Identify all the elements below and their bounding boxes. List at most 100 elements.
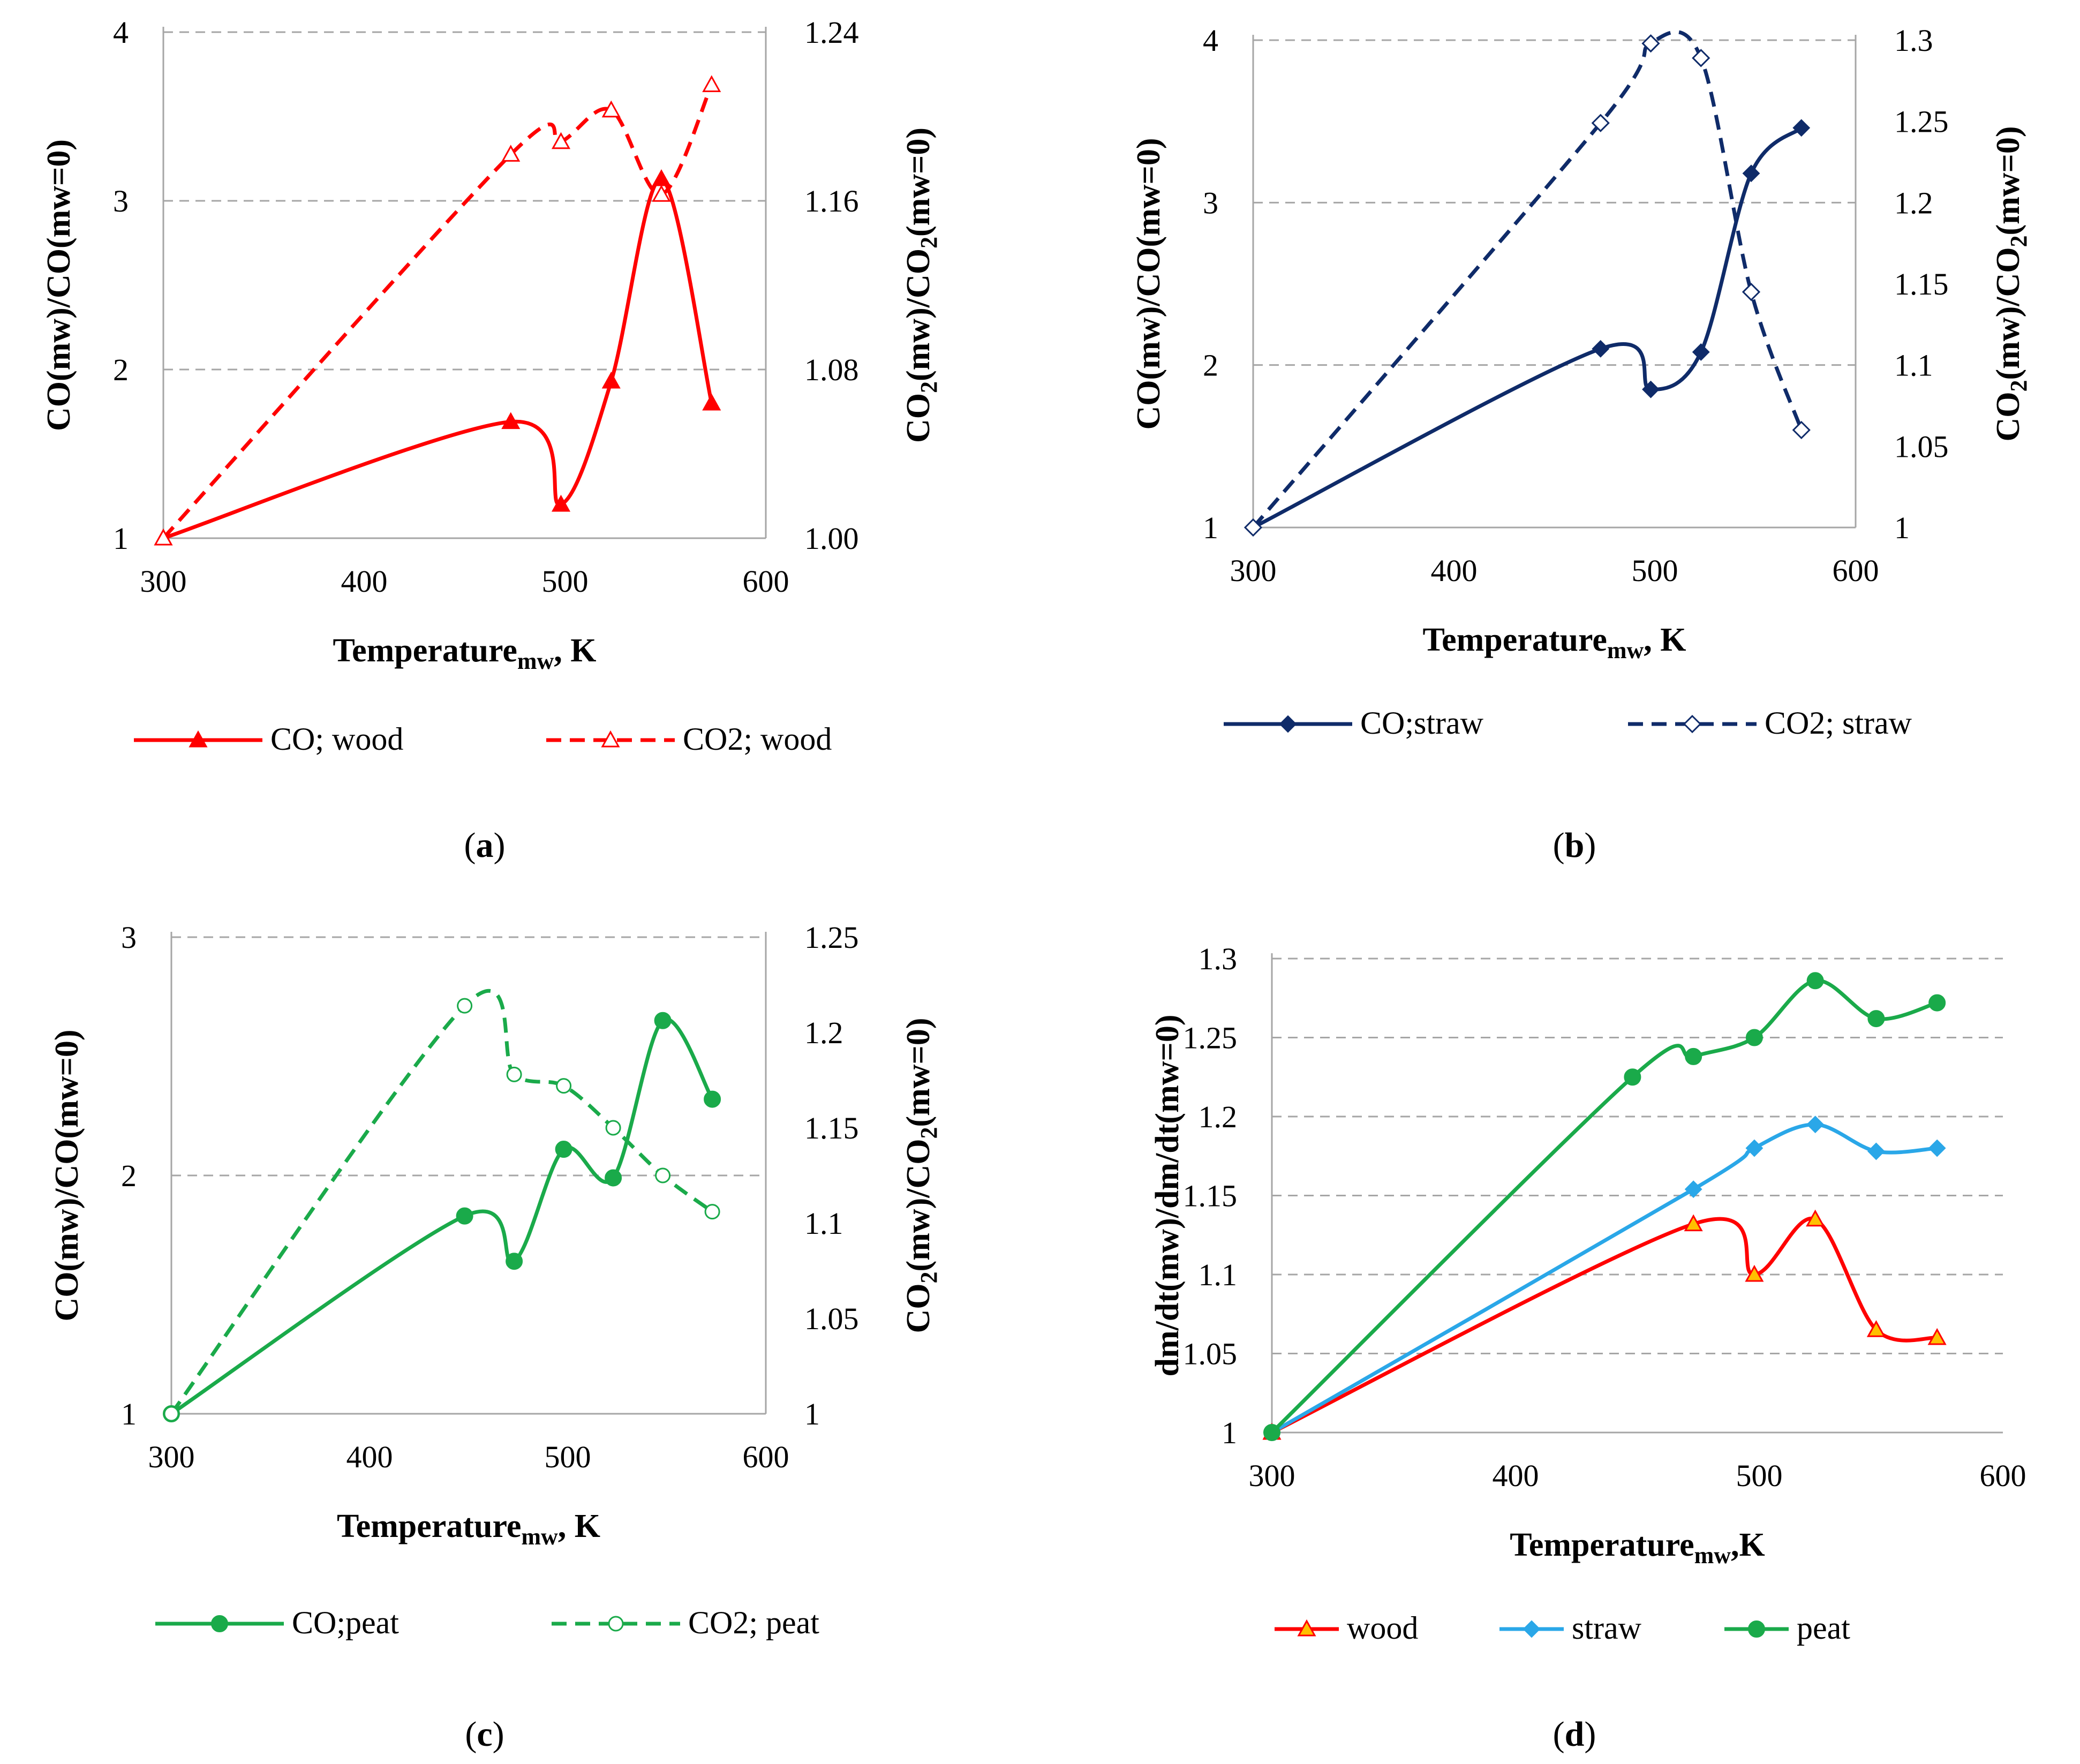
y-left-tick-label: 1 (1203, 510, 1218, 545)
y-left-tick-label: 1.2 (1199, 1099, 1238, 1134)
x-axis-title: Temperaturemw,K (1510, 1527, 1765, 1569)
y-left-axis-title: dm/dt(mw)/dm/dt(mw=0) (1149, 1015, 1186, 1377)
data-point (551, 494, 571, 512)
y-left-tick-label: 1 (1222, 1415, 1237, 1450)
data-point (163, 1406, 179, 1422)
y-right-axis-title: CO2(mw)/CO2(mw=0) (900, 127, 942, 443)
legend-marker (608, 1616, 624, 1632)
data-point (1792, 420, 1811, 440)
x-tick-label: 600 (1980, 1458, 2026, 1493)
y-left-tick-label: 1 (113, 521, 129, 556)
data-point (605, 1120, 621, 1136)
data-point (1742, 283, 1761, 301)
series-line (1252, 30, 1804, 529)
series-line (1252, 126, 1803, 530)
data-point (1928, 1139, 1946, 1157)
y-left-axis-title: CO(mw)/CO(mw=0) (49, 1030, 85, 1322)
x-tick-label: 600 (1833, 553, 1879, 588)
legend-label: CO2; peat (688, 1605, 819, 1640)
data-point (551, 132, 571, 149)
x-tick-label: 300 (148, 1439, 195, 1474)
data-point (704, 1204, 720, 1220)
data-point (702, 393, 721, 411)
data-point (652, 185, 671, 202)
y-left-tick-label: 3 (1203, 185, 1218, 220)
y-left-tick-label: 1.1 (1199, 1257, 1238, 1292)
y-right-tick-label: 1.00 (804, 521, 859, 556)
chart-b: 300 400 500 600 1 2 3 4 1 1.05 1.1 1.15 1.2 1.25 1.3 Te… (1131, 23, 2032, 865)
y-right-tick-label: 1.1 (804, 1206, 843, 1241)
x-tick-label: 500 (1736, 1458, 1783, 1493)
legend-label: CO;peat (292, 1605, 399, 1640)
panel-caption: (a) (464, 826, 506, 865)
x-tick-label: 300 (140, 564, 187, 599)
legend-marker (211, 1615, 228, 1632)
legend-label: CO; wood (270, 721, 403, 757)
y-left-tick-label: 1 (121, 1397, 137, 1431)
x-tick-label: 600 (743, 1439, 789, 1474)
y-left-axis-title: CO(mw)/CO(mw=0) (41, 139, 77, 431)
legend-label: straw (1572, 1610, 1642, 1646)
data-point (1592, 340, 1610, 358)
data-point (655, 1167, 671, 1183)
data-point (1624, 1068, 1641, 1086)
y-left-tick-label: 2 (113, 352, 129, 387)
y-right-tick-label: 1.2 (1894, 185, 1933, 220)
data-point (1591, 114, 1610, 132)
legend-marker (1683, 714, 1702, 734)
legend-marker (1279, 715, 1297, 733)
legend-marker (1748, 1620, 1765, 1638)
data-point (1928, 994, 1946, 1012)
y-left-tick-label: 2 (121, 1158, 137, 1193)
y-right-tick-label: 1.1 (1894, 348, 1933, 383)
x-tick-label: 400 (346, 1439, 393, 1474)
y-right-tick-label: 1.15 (804, 1111, 859, 1145)
data-point (1745, 1029, 1763, 1046)
data-point (1685, 1047, 1702, 1065)
series-line (1271, 1216, 1938, 1435)
data-point (506, 1066, 522, 1082)
data-point (654, 1012, 672, 1029)
panel-caption: (d) (1553, 1715, 1596, 1754)
y-right-tick-label: 1.25 (804, 920, 859, 955)
data-point (1806, 972, 1824, 990)
legend-label: CO2; straw (1765, 705, 1912, 741)
y-left-tick-label: 1.05 (1183, 1337, 1238, 1371)
data-point (1792, 119, 1811, 137)
data-point (556, 1078, 572, 1094)
data-point (1692, 343, 1710, 361)
data-point (501, 145, 521, 162)
panel-caption: (c) (465, 1715, 504, 1754)
data-point (652, 169, 671, 186)
data-point (605, 1169, 622, 1187)
series-line (162, 177, 714, 540)
data-point (1927, 1328, 1947, 1345)
x-tick-label: 400 (1493, 1458, 1539, 1493)
y-right-axis-title: CO2(mw)/CO2(mw=0) (900, 1018, 942, 1333)
y-right-tick-label: 1.16 (804, 184, 859, 218)
y-left-tick-label: 3 (121, 920, 137, 955)
y-left-tick-label: 4 (113, 15, 129, 50)
data-point (601, 371, 621, 389)
data-point (1806, 1209, 1825, 1227)
legend-label: CO;straw (1360, 705, 1484, 741)
data-point (1642, 380, 1660, 398)
data-point (1684, 1214, 1703, 1232)
legend-label: wood (1347, 1610, 1418, 1646)
series-line (1270, 978, 1938, 1434)
data-point (1244, 518, 1263, 537)
data-point (1641, 34, 1660, 53)
x-tick-label: 300 (1230, 553, 1277, 588)
series-line (170, 989, 714, 1415)
data-point (555, 1141, 572, 1158)
legend-marker (1297, 1619, 1316, 1637)
y-left-tick-label: 1.15 (1183, 1179, 1238, 1213)
data-point (1867, 1010, 1885, 1028)
y-right-tick-label: 1.05 (1894, 429, 1949, 464)
x-tick-label: 300 (1249, 1458, 1295, 1493)
x-tick-label: 500 (1632, 553, 1678, 588)
series-line (1271, 1122, 1938, 1435)
x-tick-label: 600 (743, 564, 789, 599)
data-point (1745, 1264, 1764, 1282)
